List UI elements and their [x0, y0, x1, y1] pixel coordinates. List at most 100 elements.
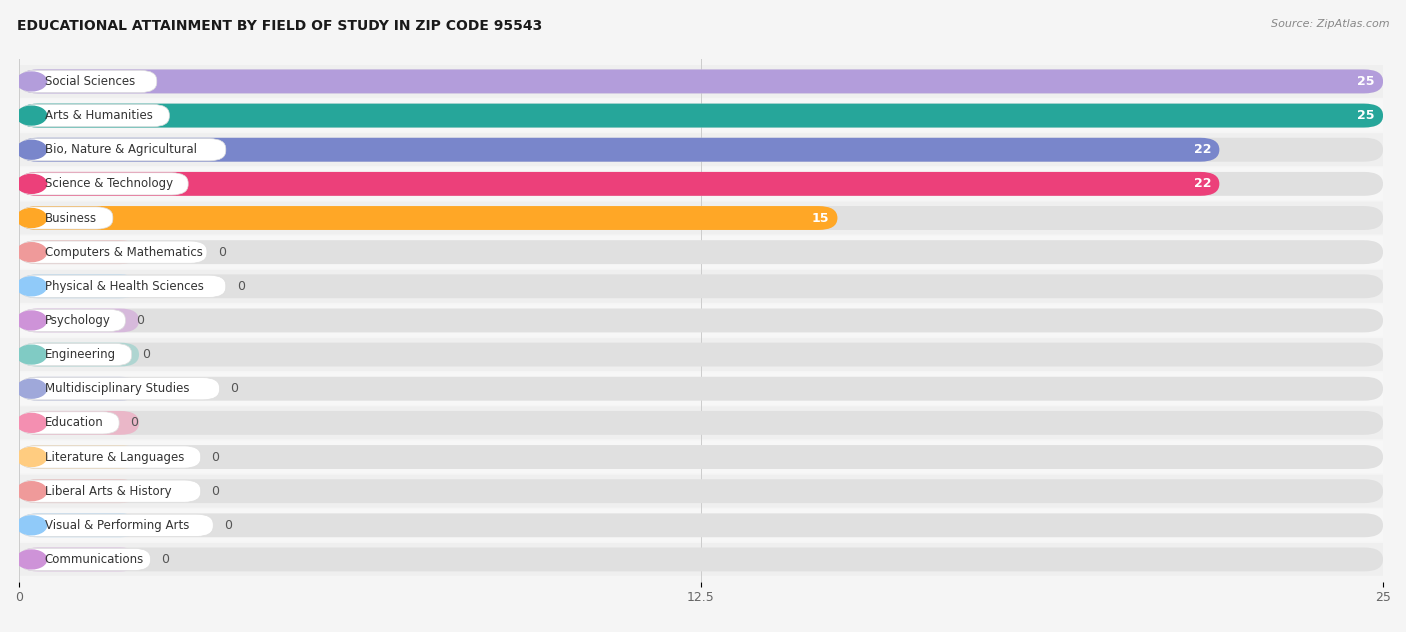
FancyBboxPatch shape — [20, 377, 1384, 401]
FancyBboxPatch shape — [20, 270, 1384, 303]
FancyBboxPatch shape — [20, 372, 1384, 405]
Circle shape — [17, 277, 46, 296]
FancyBboxPatch shape — [20, 509, 1384, 542]
FancyBboxPatch shape — [20, 377, 139, 401]
FancyBboxPatch shape — [20, 173, 188, 195]
Text: Bio, Nature & Agricultural: Bio, Nature & Agricultural — [45, 143, 197, 156]
FancyBboxPatch shape — [20, 167, 1384, 200]
FancyBboxPatch shape — [20, 202, 1384, 234]
Text: 0: 0 — [142, 348, 150, 361]
FancyBboxPatch shape — [20, 207, 112, 229]
Circle shape — [17, 482, 46, 501]
FancyBboxPatch shape — [20, 513, 139, 537]
Text: 0: 0 — [129, 416, 138, 429]
Text: 0: 0 — [136, 314, 145, 327]
Text: 22: 22 — [1194, 178, 1211, 190]
FancyBboxPatch shape — [20, 343, 132, 366]
Text: 0: 0 — [212, 485, 219, 497]
FancyBboxPatch shape — [20, 547, 1384, 571]
FancyBboxPatch shape — [20, 475, 1384, 507]
FancyBboxPatch shape — [20, 138, 226, 161]
FancyBboxPatch shape — [20, 236, 1384, 269]
Text: 25: 25 — [1357, 109, 1375, 122]
Text: 0: 0 — [231, 382, 239, 395]
Text: Arts & Humanities: Arts & Humanities — [45, 109, 152, 122]
FancyBboxPatch shape — [20, 70, 157, 92]
Text: EDUCATIONAL ATTAINMENT BY FIELD OF STUDY IN ZIP CODE 95543: EDUCATIONAL ATTAINMENT BY FIELD OF STUDY… — [17, 19, 543, 33]
FancyBboxPatch shape — [20, 308, 1384, 332]
FancyBboxPatch shape — [20, 309, 125, 332]
FancyBboxPatch shape — [20, 172, 1384, 196]
FancyBboxPatch shape — [20, 411, 1384, 435]
Text: 22: 22 — [1194, 143, 1211, 156]
Circle shape — [17, 209, 46, 228]
FancyBboxPatch shape — [20, 343, 139, 367]
FancyBboxPatch shape — [20, 480, 201, 502]
Text: Engineering: Engineering — [45, 348, 115, 361]
FancyBboxPatch shape — [20, 547, 139, 571]
Circle shape — [17, 413, 46, 432]
FancyBboxPatch shape — [20, 99, 1384, 132]
FancyBboxPatch shape — [20, 411, 139, 435]
FancyBboxPatch shape — [20, 65, 1384, 98]
FancyBboxPatch shape — [20, 241, 207, 264]
Text: 15: 15 — [811, 212, 830, 224]
Text: 0: 0 — [224, 519, 232, 532]
Text: Psychology: Psychology — [45, 314, 111, 327]
FancyBboxPatch shape — [20, 70, 1384, 94]
Text: Education: Education — [45, 416, 104, 429]
FancyBboxPatch shape — [20, 378, 219, 400]
FancyBboxPatch shape — [20, 206, 1384, 230]
Text: Literature & Languages: Literature & Languages — [45, 451, 184, 463]
FancyBboxPatch shape — [20, 133, 1384, 166]
Circle shape — [17, 379, 46, 398]
Text: Computers & Mathematics: Computers & Mathematics — [45, 246, 202, 258]
FancyBboxPatch shape — [20, 479, 1384, 503]
Text: Multidisciplinary Studies: Multidisciplinary Studies — [45, 382, 190, 395]
Text: 0: 0 — [212, 451, 219, 463]
FancyBboxPatch shape — [20, 274, 1384, 298]
FancyBboxPatch shape — [20, 446, 201, 468]
Circle shape — [17, 516, 46, 535]
FancyBboxPatch shape — [20, 543, 1384, 576]
Text: Science & Technology: Science & Technology — [45, 178, 173, 190]
Circle shape — [17, 72, 46, 91]
Text: Source: ZipAtlas.com: Source: ZipAtlas.com — [1271, 19, 1389, 29]
Text: 0: 0 — [162, 553, 169, 566]
FancyBboxPatch shape — [20, 104, 1384, 128]
FancyBboxPatch shape — [20, 304, 1384, 337]
Text: 25: 25 — [1357, 75, 1375, 88]
FancyBboxPatch shape — [20, 70, 1384, 94]
Text: Business: Business — [45, 212, 97, 224]
Circle shape — [17, 140, 46, 159]
FancyBboxPatch shape — [20, 441, 1384, 473]
FancyBboxPatch shape — [20, 338, 1384, 371]
FancyBboxPatch shape — [20, 275, 226, 298]
Text: 0: 0 — [236, 280, 245, 293]
Circle shape — [17, 311, 46, 330]
Circle shape — [17, 550, 46, 569]
Circle shape — [17, 243, 46, 262]
FancyBboxPatch shape — [20, 513, 1384, 537]
Circle shape — [17, 345, 46, 364]
Text: Social Sciences: Social Sciences — [45, 75, 135, 88]
Circle shape — [17, 106, 46, 125]
FancyBboxPatch shape — [20, 406, 1384, 439]
FancyBboxPatch shape — [20, 104, 1384, 128]
Text: Visual & Performing Arts: Visual & Performing Arts — [45, 519, 188, 532]
Text: Communications: Communications — [45, 553, 143, 566]
FancyBboxPatch shape — [20, 308, 139, 332]
Text: Physical & Health Sciences: Physical & Health Sciences — [45, 280, 204, 293]
FancyBboxPatch shape — [20, 206, 838, 230]
FancyBboxPatch shape — [20, 445, 1384, 469]
FancyBboxPatch shape — [20, 479, 139, 503]
FancyBboxPatch shape — [20, 104, 169, 126]
Circle shape — [17, 447, 46, 466]
FancyBboxPatch shape — [20, 514, 214, 537]
Text: Liberal Arts & History: Liberal Arts & History — [45, 485, 172, 497]
Circle shape — [17, 174, 46, 193]
FancyBboxPatch shape — [20, 412, 120, 434]
FancyBboxPatch shape — [20, 240, 1384, 264]
FancyBboxPatch shape — [20, 343, 1384, 367]
FancyBboxPatch shape — [20, 138, 1384, 162]
